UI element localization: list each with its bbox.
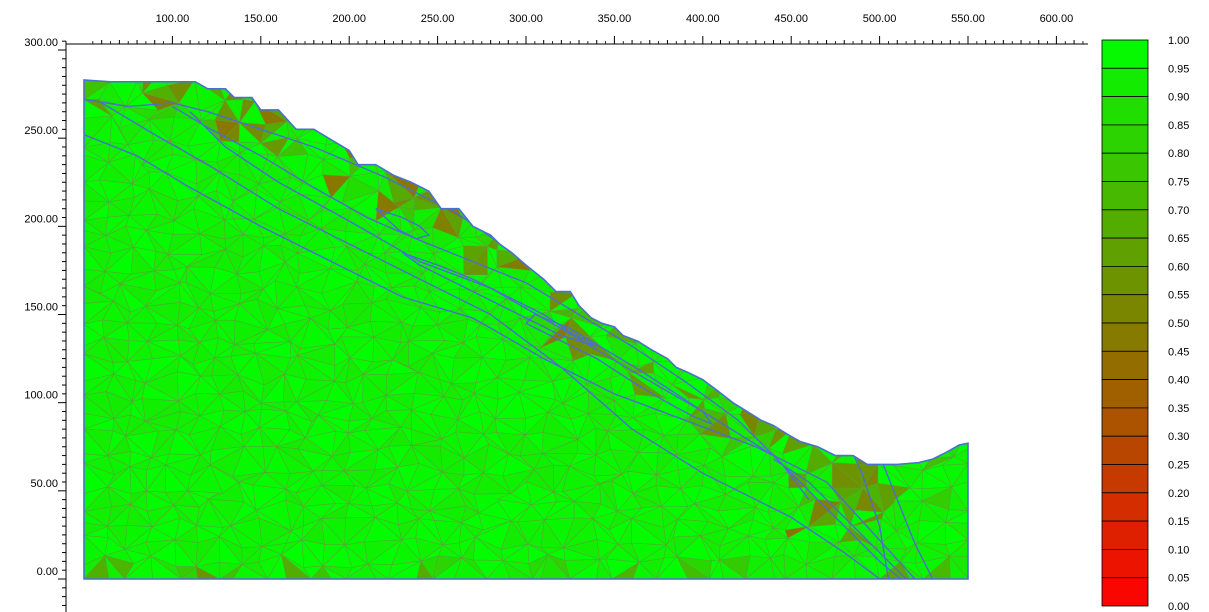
ground-surface-outline [83, 79, 969, 580]
legend-label: 0.65 [1168, 233, 1189, 245]
legend-swatch [1101, 492, 1149, 522]
material-boundaries [84, 98, 934, 579]
material-boundary-line [172, 105, 810, 501]
legend-swatch [1101, 520, 1149, 550]
y-tick-label: 50.00 [30, 478, 58, 490]
x-tick-label: 350.00 [598, 13, 632, 25]
material-boundary-line [375, 208, 431, 240]
legend-label: 0.70 [1168, 205, 1189, 217]
x-tick-label: 550.00 [951, 13, 985, 25]
legend-label: 0.75 [1168, 177, 1189, 189]
legend-swatch [1101, 237, 1149, 267]
legend-swatch [1101, 379, 1149, 409]
legend-swatch [1101, 39, 1149, 69]
legend-swatch [1101, 464, 1149, 494]
legend-swatch [1101, 294, 1149, 324]
legend-label: 0.85 [1168, 120, 1189, 132]
material-boundary-line [101, 102, 881, 579]
mesh-element [893, 444, 924, 471]
material-boundary-line [773, 458, 907, 579]
mesh-element [108, 79, 138, 83]
legend-swatch [1101, 322, 1149, 352]
legend-swatch [1101, 549, 1149, 579]
mesh-element [325, 116, 343, 145]
mesh-element [103, 79, 137, 83]
mesh-element [496, 226, 536, 254]
x-tick-label: 450.00 [774, 13, 808, 25]
legend-swatch [1101, 265, 1149, 296]
legend-label: 0.45 [1168, 346, 1189, 358]
y-axis: 0.00 50.00 100.00 150.00 200.00 250.00 300.00 [24, 37, 67, 612]
legend-label: 0.35 [1168, 403, 1189, 415]
legend-swatch [1101, 152, 1149, 182]
x-axis: 100.00 150.00 200.00 250.00 300.00 350.00 400.… [66, 13, 1088, 45]
material-boundary-line [189, 111, 902, 579]
legend-swatch [1101, 124, 1149, 154]
x-tick-label: 150.00 [244, 13, 278, 25]
legend-label: 0.55 [1168, 290, 1189, 302]
mesh-element [877, 444, 911, 466]
legend-label: 1.00 [1168, 35, 1189, 47]
legend-label: 0.90 [1168, 92, 1189, 104]
mesh-element [652, 342, 688, 363]
mesh-element [164, 68, 198, 80]
legend-label: 0.20 [1168, 488, 1189, 500]
mesh-element [217, 79, 234, 91]
y-tick-label: 0.00 [37, 566, 58, 578]
legend-label: 0.00 [1168, 601, 1189, 612]
legend-swatch [1101, 209, 1149, 239]
x-tick-label: 200.00 [332, 13, 366, 25]
legend-label: 0.30 [1168, 431, 1189, 443]
y-tick-label: 300.00 [24, 37, 58, 49]
color-legend: 1.00 0.95 0.90 0.85 0.80 0.75 0.70 0.65 0.60 0.55… [1101, 35, 1189, 612]
x-tick-label: 250.00 [421, 13, 455, 25]
legend-swatch [1101, 435, 1149, 465]
material-boundary-line [84, 133, 916, 579]
legend-swatch [1101, 96, 1149, 126]
x-tick-label: 500.00 [863, 13, 897, 25]
x-tick-label: 300.00 [509, 13, 543, 25]
mesh-element [546, 272, 578, 294]
legend-label: 0.40 [1168, 375, 1189, 387]
y-tick-label: 200.00 [24, 213, 58, 225]
legend-label: 0.10 [1168, 544, 1189, 556]
y-tick-label: 100.00 [24, 390, 58, 402]
x-tick-label: 600.00 [1040, 13, 1074, 25]
x-tick-label: 100.00 [156, 13, 190, 25]
y-tick-label: 150.00 [24, 302, 58, 314]
material-boundary-line [401, 252, 598, 347]
legend-label: 0.25 [1168, 460, 1189, 472]
legend-label: 0.15 [1168, 516, 1189, 528]
legend-label: 0.60 [1168, 261, 1189, 273]
y-tick-label: 250.00 [24, 125, 58, 137]
legend-label: 0.80 [1168, 148, 1189, 160]
legend-swatch [1101, 407, 1149, 437]
legend-swatch [1101, 67, 1149, 98]
legend-label: 0.50 [1168, 318, 1189, 330]
legend-swatch [1101, 350, 1149, 380]
legend-swatch [1101, 577, 1149, 607]
x-tick-label: 400.00 [686, 13, 720, 25]
legend-label: 0.05 [1168, 573, 1189, 585]
legend-label: 0.95 [1168, 63, 1189, 75]
mesh-contour-field [84, 68, 968, 579]
material-boundary-line [525, 313, 714, 426]
legend-swatch [1101, 181, 1149, 211]
